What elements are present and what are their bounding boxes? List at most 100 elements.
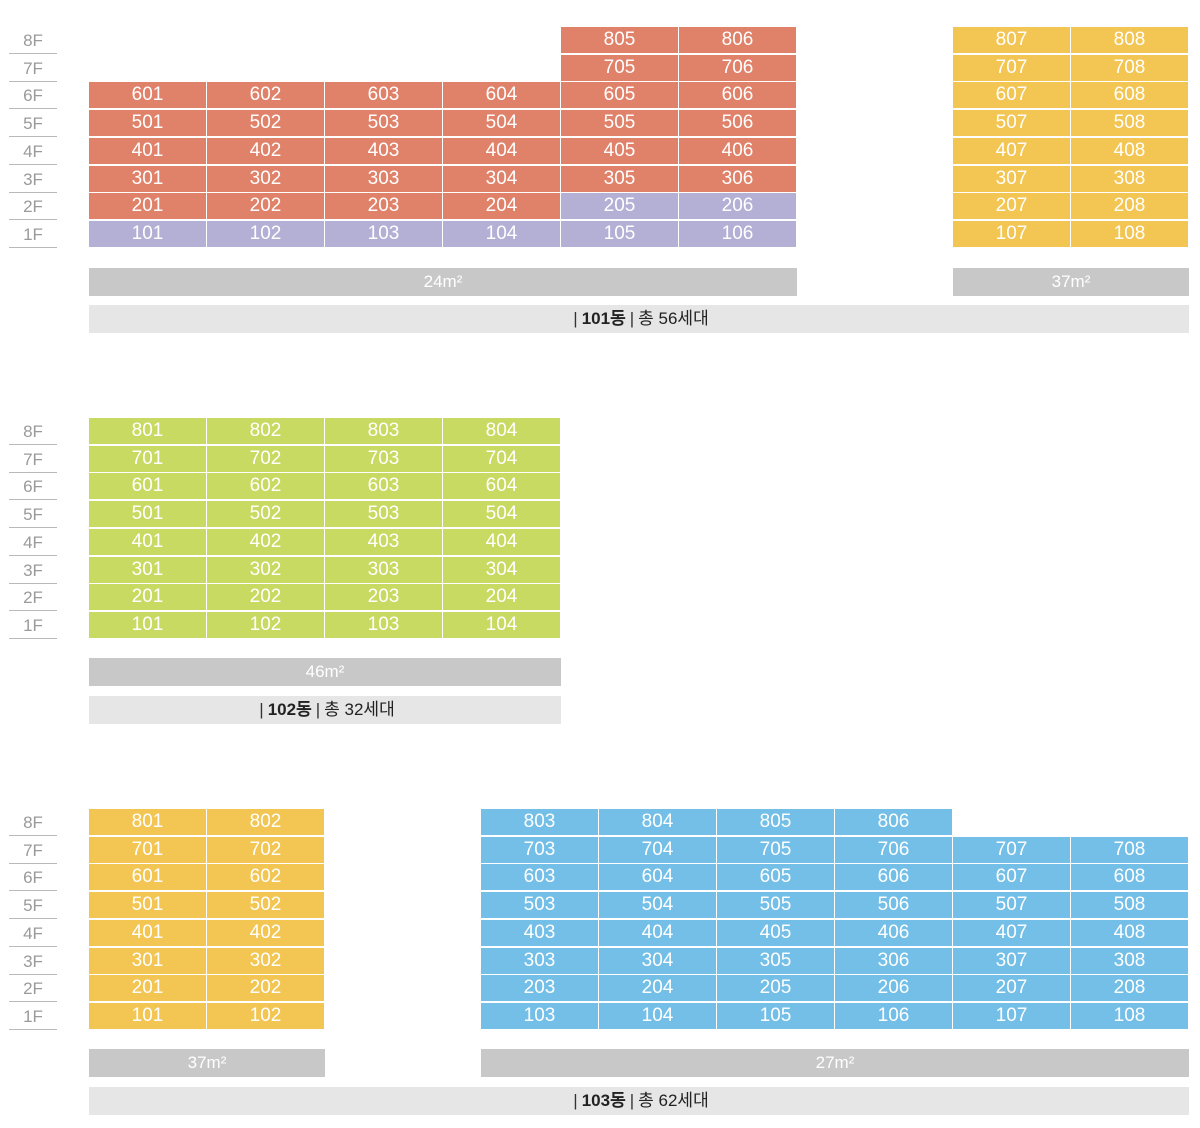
unit-cell[interactable]: 302 [207,165,324,192]
unit-cell[interactable]: 404 [443,528,560,555]
unit-cell[interactable]: 706 [679,54,796,81]
unit-cell[interactable]: 607 [953,864,1070,891]
unit-cell[interactable]: 402 [207,919,324,946]
unit-cell[interactable]: 805 [717,809,834,835]
unit-cell[interactable]: 201 [89,975,206,1002]
unit-cell[interactable]: 504 [599,892,716,919]
unit-cell[interactable]: 308 [1071,165,1188,192]
unit-cell[interactable]: 703 [481,836,598,863]
unit-cell[interactable]: 102 [207,611,324,638]
unit-cell[interactable]: 607 [953,82,1070,109]
unit-cell[interactable]: 204 [599,975,716,1002]
unit-cell[interactable]: 605 [561,82,678,109]
unit-cell[interactable]: 508 [1071,892,1188,919]
unit-cell[interactable]: 401 [89,919,206,946]
unit-cell[interactable]: 303 [325,556,442,583]
unit-cell[interactable]: 306 [835,947,952,974]
unit-cell[interactable]: 602 [207,82,324,109]
unit-cell[interactable]: 806 [679,27,796,53]
unit-cell[interactable]: 502 [207,110,324,137]
unit-cell[interactable]: 207 [953,193,1070,220]
unit-cell[interactable]: 202 [207,584,324,611]
unit-cell[interactable]: 408 [1071,137,1188,164]
unit-cell[interactable]: 104 [599,1002,716,1029]
unit-cell[interactable]: 308 [1071,947,1188,974]
unit-cell[interactable]: 705 [717,836,834,863]
unit-cell[interactable]: 207 [953,975,1070,1002]
unit-cell[interactable]: 801 [89,418,206,444]
unit-cell[interactable]: 605 [717,864,834,891]
unit-cell[interactable]: 505 [717,892,834,919]
unit-cell[interactable]: 203 [325,584,442,611]
unit-cell[interactable]: 604 [599,864,716,891]
unit-cell[interactable]: 108 [1071,1002,1188,1029]
unit-cell[interactable]: 504 [443,110,560,137]
unit-cell[interactable]: 304 [599,947,716,974]
unit-cell[interactable]: 202 [207,975,324,1002]
unit-cell[interactable]: 108 [1071,220,1188,247]
unit-cell[interactable]: 601 [89,473,206,500]
unit-cell[interactable]: 202 [207,193,324,220]
unit-cell[interactable]: 305 [561,165,678,192]
unit-cell[interactable]: 406 [679,137,796,164]
unit-cell[interactable]: 604 [443,473,560,500]
unit-cell[interactable]: 603 [325,82,442,109]
unit-cell[interactable]: 203 [325,193,442,220]
unit-cell[interactable]: 503 [325,501,442,528]
unit-cell[interactable]: 505 [561,110,678,137]
unit-cell[interactable]: 304 [443,556,560,583]
unit-cell[interactable]: 502 [207,892,324,919]
unit-cell[interactable]: 408 [1071,919,1188,946]
unit-cell[interactable]: 403 [481,919,598,946]
unit-cell[interactable]: 705 [561,54,678,81]
unit-cell[interactable]: 205 [561,193,678,220]
unit-cell[interactable]: 701 [89,836,206,863]
unit-cell[interactable]: 507 [953,892,1070,919]
unit-cell[interactable]: 104 [443,220,560,247]
unit-cell[interactable]: 604 [443,82,560,109]
unit-cell[interactable]: 803 [481,809,598,835]
unit-cell[interactable]: 603 [325,473,442,500]
unit-cell[interactable]: 503 [325,110,442,137]
unit-cell[interactable]: 102 [207,220,324,247]
unit-cell[interactable]: 402 [207,137,324,164]
unit-cell[interactable]: 107 [953,220,1070,247]
unit-cell[interactable]: 804 [599,809,716,835]
unit-cell[interactable]: 602 [207,864,324,891]
unit-cell[interactable]: 204 [443,584,560,611]
unit-cell[interactable]: 405 [561,137,678,164]
unit-cell[interactable]: 404 [443,137,560,164]
unit-cell[interactable]: 701 [89,445,206,472]
unit-cell[interactable]: 401 [89,137,206,164]
unit-cell[interactable]: 206 [835,975,952,1002]
unit-cell[interactable]: 101 [89,611,206,638]
unit-cell[interactable]: 502 [207,501,324,528]
unit-cell[interactable]: 302 [207,556,324,583]
unit-cell[interactable]: 407 [953,137,1070,164]
unit-cell[interactable]: 208 [1071,193,1188,220]
unit-cell[interactable]: 508 [1071,110,1188,137]
unit-cell[interactable]: 107 [953,1002,1070,1029]
unit-cell[interactable]: 206 [679,193,796,220]
unit-cell[interactable]: 807 [953,27,1070,53]
unit-cell[interactable]: 501 [89,501,206,528]
unit-cell[interactable]: 403 [325,137,442,164]
unit-cell[interactable]: 801 [89,809,206,835]
unit-cell[interactable]: 301 [89,556,206,583]
unit-cell[interactable]: 702 [207,445,324,472]
unit-cell[interactable]: 606 [835,864,952,891]
unit-cell[interactable]: 404 [599,919,716,946]
unit-cell[interactable]: 101 [89,220,206,247]
unit-cell[interactable]: 501 [89,110,206,137]
unit-cell[interactable]: 302 [207,947,324,974]
unit-cell[interactable]: 504 [443,501,560,528]
unit-cell[interactable]: 806 [835,809,952,835]
unit-cell[interactable]: 208 [1071,975,1188,1002]
unit-cell[interactable]: 805 [561,27,678,53]
unit-cell[interactable]: 608 [1071,82,1188,109]
unit-cell[interactable]: 706 [835,836,952,863]
unit-cell[interactable]: 708 [1071,836,1188,863]
unit-cell[interactable]: 105 [561,220,678,247]
unit-cell[interactable]: 707 [953,836,1070,863]
unit-cell[interactable]: 304 [443,165,560,192]
